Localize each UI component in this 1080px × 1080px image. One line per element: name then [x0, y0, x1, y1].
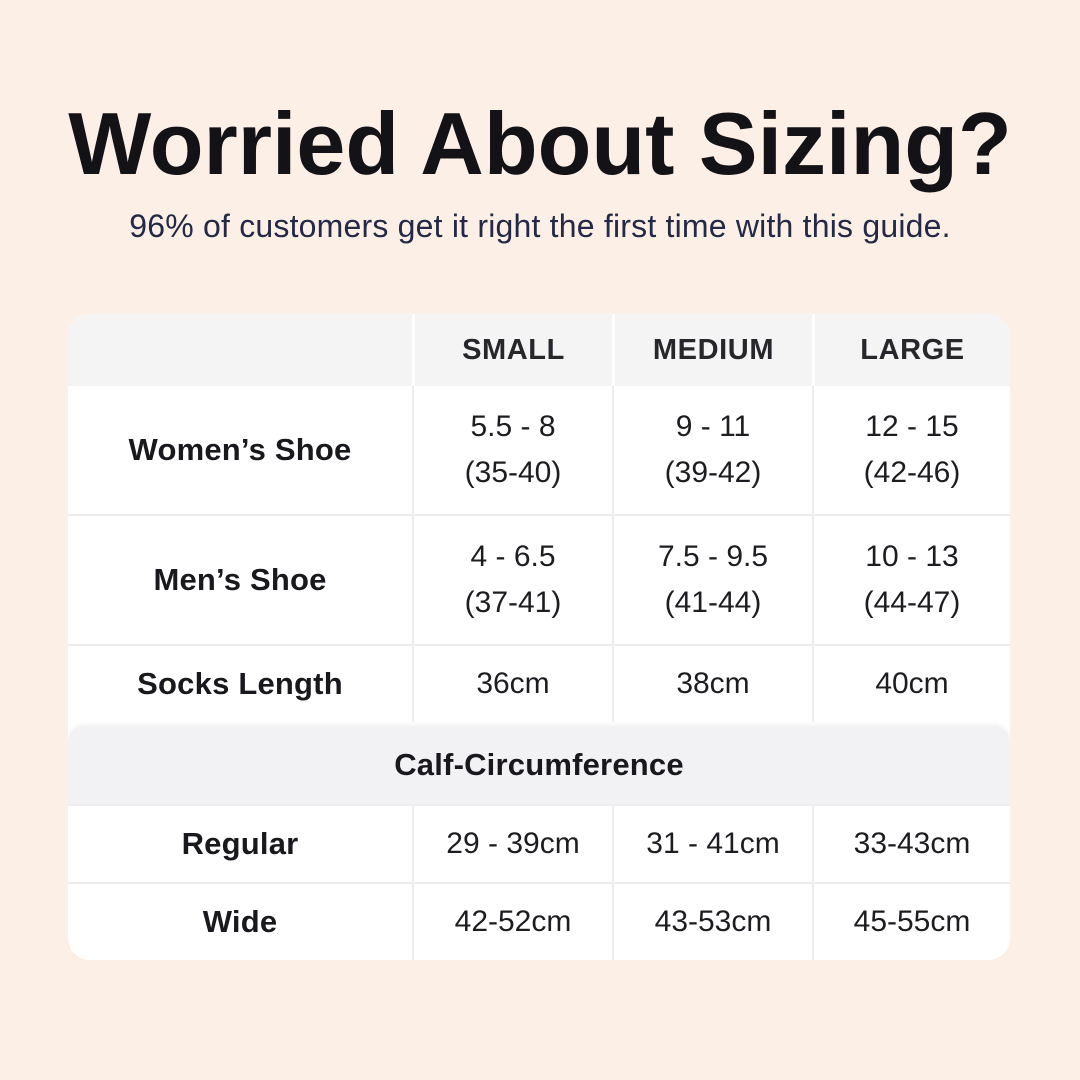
cell-value: 10 - 13 (44-47): [812, 516, 1010, 644]
cell-value: 45-55cm: [812, 884, 1010, 960]
row-label: Women’s Shoe: [128, 431, 352, 467]
cell-value: 29 - 39cm: [412, 806, 612, 882]
section-banner-calf-circumference: Calf-Circumference: [68, 726, 1010, 804]
table-row-women-s-shoe: Women’s Shoe 5.5 - 8 (35-40) 9 - 11 (39-42…: [68, 386, 1010, 514]
header-cell-large: LARGE: [812, 314, 1010, 386]
page-subtitle: 96% of customers get it right the first …: [129, 208, 951, 244]
cell-value: 36cm: [412, 646, 612, 722]
cell-value: 40cm: [812, 646, 1010, 722]
table-row-regular: Regular 29 - 39cm 31 - 41cm 33-43cm: [68, 804, 1010, 882]
cell-value: 31 - 41cm: [612, 806, 812, 882]
table-row-wide: Wide 42-52cm 43-53cm 45-55cm: [68, 882, 1010, 960]
size-table-body: Women’s Shoe 5.5 - 8 (35-40) 9 - 11 (39-42…: [68, 386, 1010, 960]
cell-value: 43-53cm: [612, 884, 812, 960]
cell-value: 38cm: [612, 646, 812, 722]
table-row-socks-length: Socks Length 36cm 38cm 40cm: [68, 644, 1010, 722]
size-table-header-row: SMALL MEDIUM LARGE: [68, 314, 1010, 386]
page-title: Worried About Sizing?: [68, 94, 1012, 193]
table-row-men-s-shoe: Men’s Shoe 4 - 6.5 (37-41) 7.5 - 9.5 (41-4…: [68, 514, 1010, 644]
cell-value: 4 - 6.5 (37-41): [412, 516, 612, 644]
cell-value: 12 - 15 (42-46): [812, 386, 1010, 514]
cell-value: 7.5 - 9.5 (41-44): [612, 516, 812, 644]
row-label: Men’s Shoe: [153, 561, 327, 597]
cell-value: 42-52cm: [412, 884, 612, 960]
row-label: Wide: [202, 903, 278, 939]
cell-value: 9 - 11 (39-42): [612, 386, 812, 514]
header-cell-small: SMALL: [412, 314, 612, 386]
header-cell-medium: MEDIUM: [612, 314, 812, 386]
size-table: SMALL MEDIUM LARGE Women’s Shoe 5.5 - 8 (35…: [68, 314, 1010, 960]
cell-value: 33-43cm: [812, 806, 1010, 882]
cell-value: 5.5 - 8 (35-40): [412, 386, 612, 514]
header-cell-blank: [68, 314, 412, 386]
row-label: Socks Length: [137, 665, 343, 701]
row-label: Regular: [181, 825, 299, 861]
